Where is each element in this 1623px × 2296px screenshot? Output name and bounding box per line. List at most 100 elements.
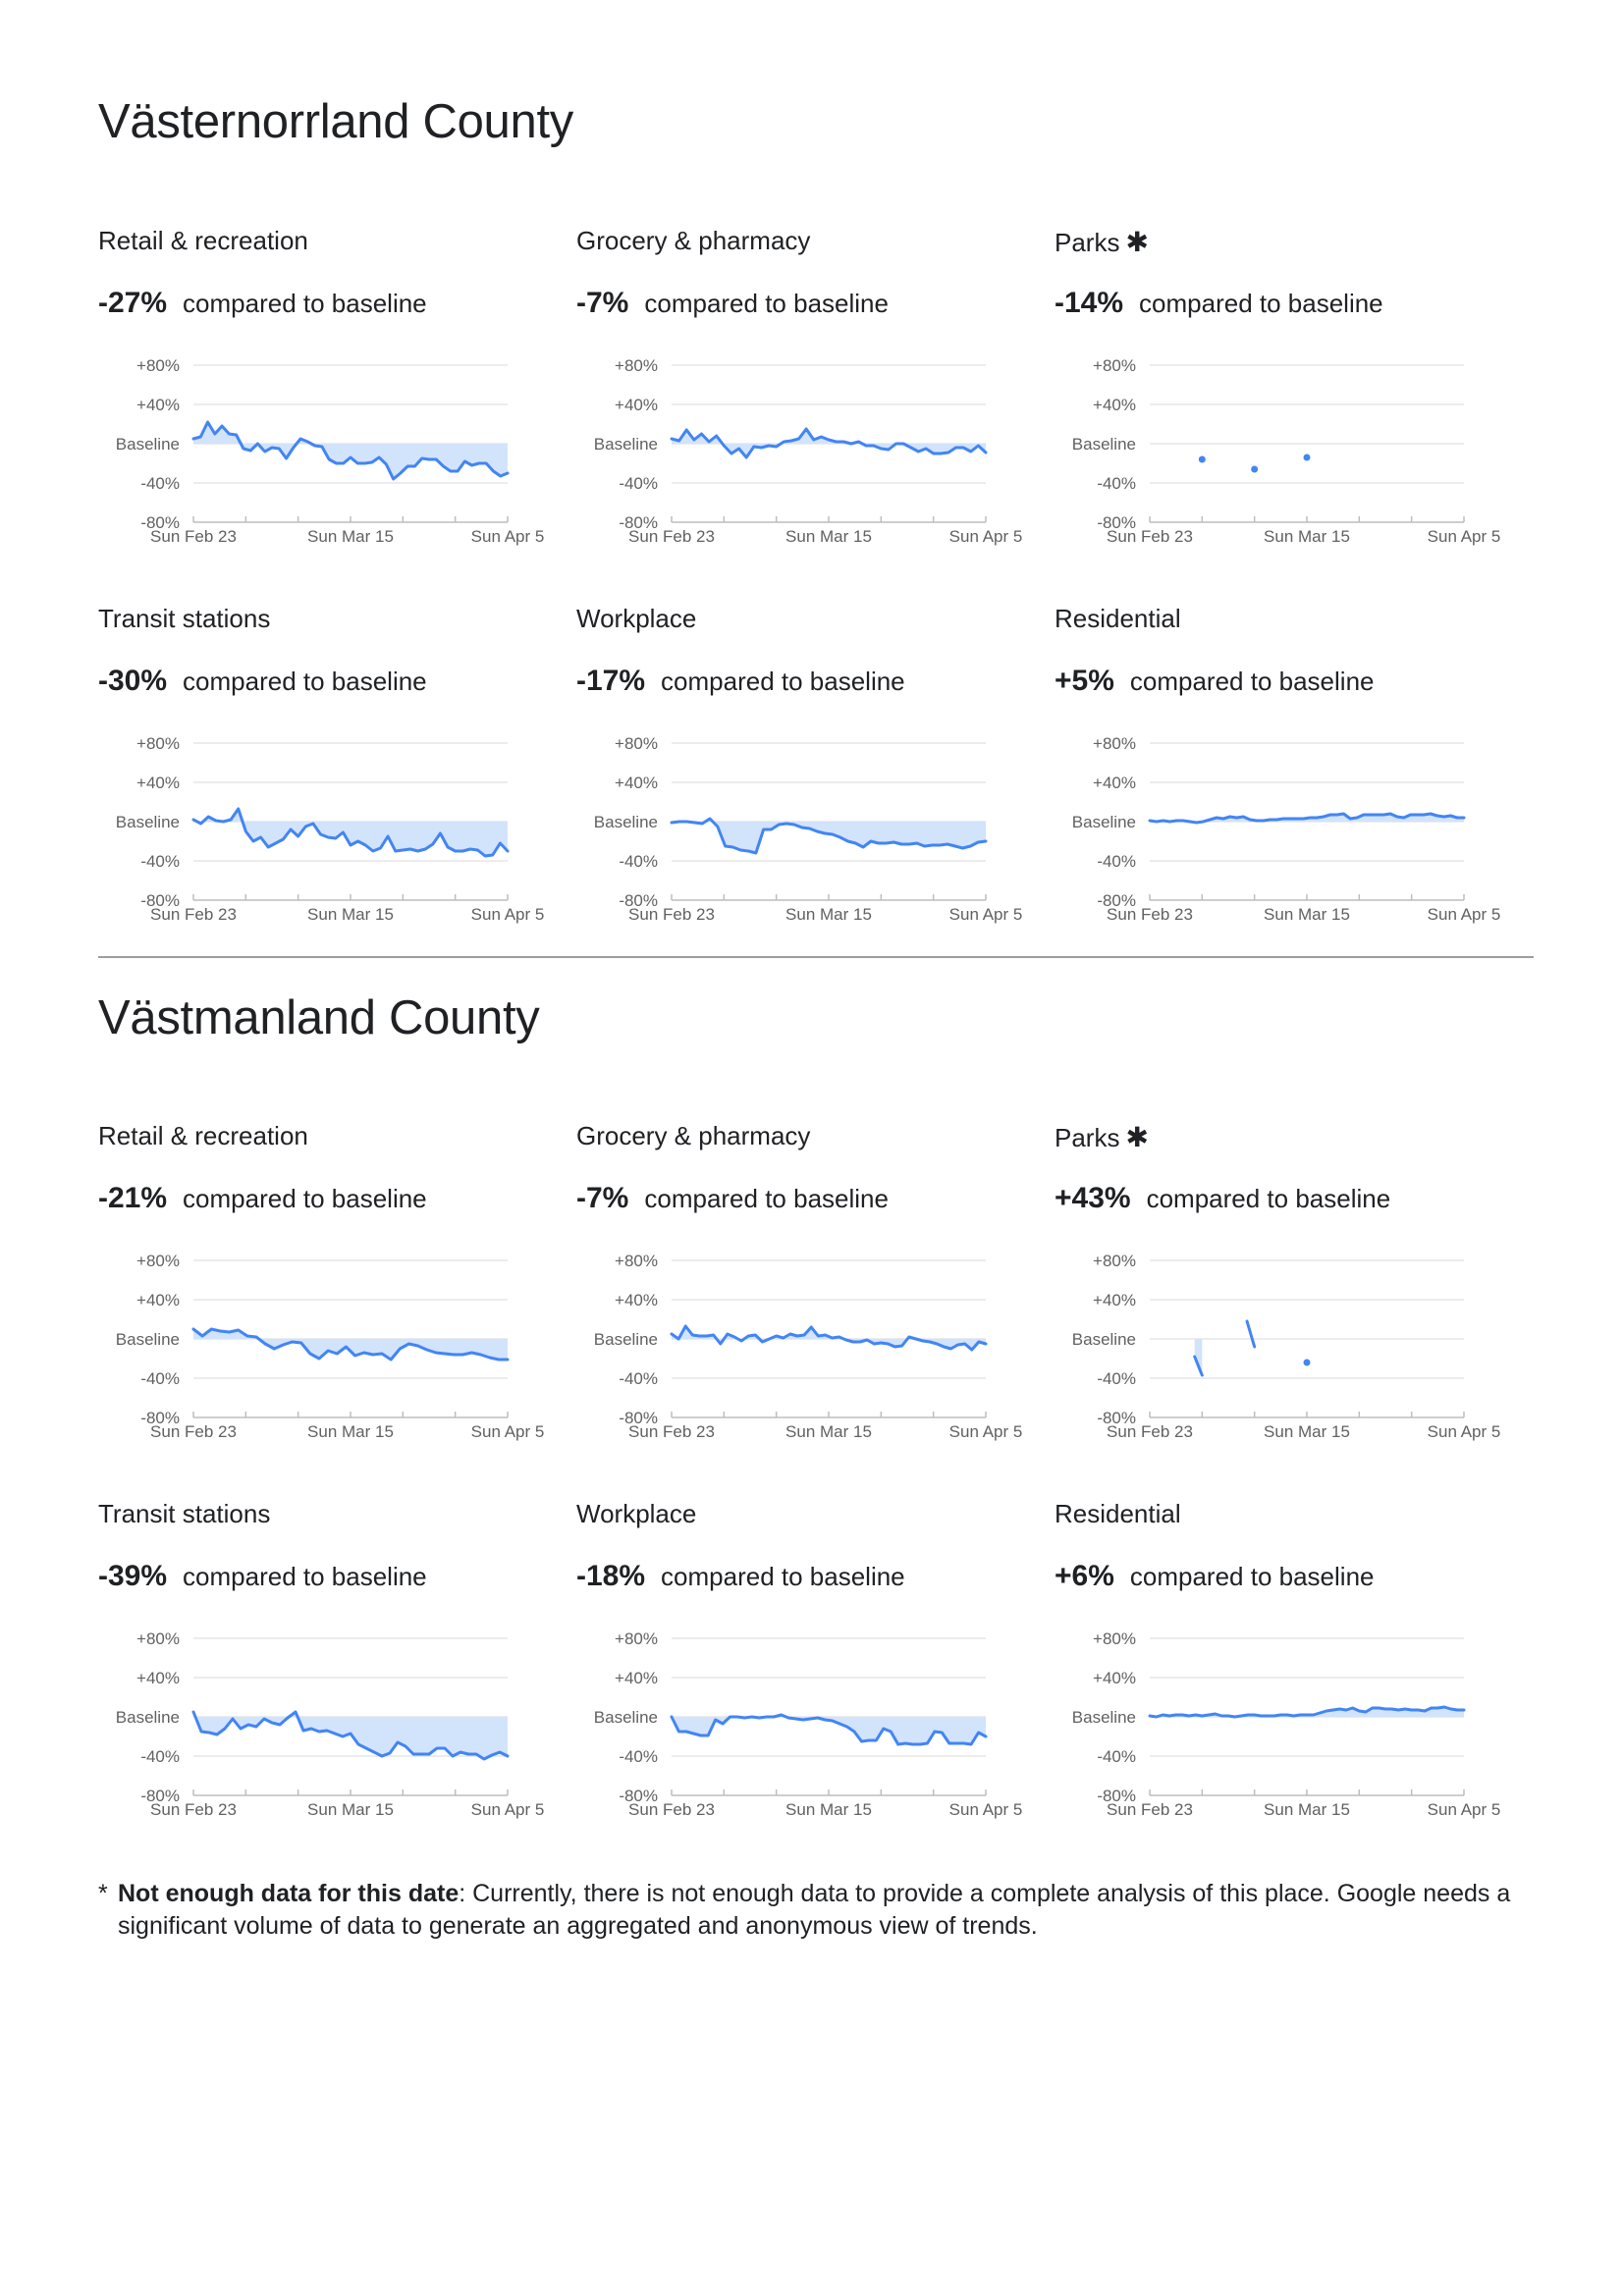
headline: -7% compared to baseline — [576, 1182, 889, 1215]
trend-line — [191, 420, 510, 481]
headline: -18% compared to baseline — [576, 1560, 905, 1593]
baseline-diff-area — [193, 1329, 508, 1360]
category-name: Transit stations — [98, 1499, 271, 1528]
category-name: Residential — [1055, 1499, 1181, 1528]
x-tick-label: Sun Mar 15 — [785, 1422, 872, 1441]
x-tick-label: Sun Feb 23 — [150, 905, 237, 924]
x-tick-label: Sun Apr 5 — [1428, 1800, 1501, 1819]
county-title: Västmanland County — [98, 991, 540, 1044]
baseline-diff-area — [672, 1715, 986, 1744]
mobility-chart: +80% +40% Baseline -40% -80%Sun Feb 23 Sun Ma… — [594, 356, 1023, 546]
x-tick-label: Sun Feb 23 — [628, 1800, 715, 1819]
footnote-marker: * — [98, 1880, 108, 1907]
category-name: Residential — [1055, 604, 1181, 633]
percent-change: +6% — [1055, 1560, 1114, 1592]
data-point — [1198, 455, 1206, 463]
headline: -21% compared to baseline — [98, 1182, 427, 1215]
y-tick-label: -80% — [1097, 1409, 1136, 1427]
y-tick-label: +80% — [136, 1629, 180, 1648]
mobility-chart: +80% +40% Baseline -40% -80%Sun Feb 23 Sun Ma… — [116, 734, 545, 924]
y-tick-label: Baseline — [116, 435, 180, 454]
y-tick-label: Baseline — [1072, 813, 1136, 831]
category-name: Grocery & pharmacy — [576, 226, 811, 255]
category-name: Workplace — [576, 604, 697, 633]
compare-text: compared to baseline — [183, 1184, 427, 1213]
y-tick-label: -80% — [140, 1787, 180, 1805]
panel-parks: Parks ✱ +43% compared to baseline +80% +40% Ba… — [1055, 1121, 1516, 1455]
asterisk-icon: ✱ — [1125, 227, 1149, 257]
category-label: Residential — [1055, 604, 1181, 634]
y-tick-label: -40% — [619, 474, 658, 493]
trend-line — [191, 1710, 510, 1761]
x-tick-label: Sun Apr 5 — [471, 1800, 545, 1819]
x-tick-label: Sun Feb 23 — [150, 1800, 237, 1819]
footnote: * Not enough data for this date: Current… — [98, 1878, 1512, 1943]
y-tick-label: -40% — [619, 1747, 658, 1766]
x-tick-label: Sun Mar 15 — [1264, 1422, 1350, 1441]
y-tick-label: +40% — [136, 1291, 180, 1309]
panel-workplace: Workplace -17% compared to baseline +80% +40… — [576, 604, 1038, 937]
x-tick-label: Sun Mar 15 — [1264, 1800, 1350, 1819]
category-label: Retail & recreation — [98, 226, 308, 256]
y-tick-label: +40% — [615, 1669, 658, 1687]
footnote-bold: Not enough data for this date — [118, 1880, 460, 1907]
category-label: Parks ✱ — [1055, 226, 1149, 258]
x-tick-label: Sun Feb 23 — [1107, 527, 1193, 546]
footnote-text: : Currently, there is not enough data to… — [118, 1880, 1511, 1940]
y-tick-label: -40% — [1097, 474, 1136, 493]
x-tick-label: Sun Feb 23 — [628, 527, 715, 546]
y-tick-label: -80% — [1097, 513, 1136, 532]
y-tick-label: -80% — [140, 1409, 180, 1427]
y-tick-label: -80% — [619, 891, 658, 910]
category-label: Transit stations — [98, 1499, 270, 1529]
y-tick-label: -80% — [140, 513, 180, 532]
mobility-chart: +80% +40% Baseline -40% -80%Sun Feb 23 Sun Ma… — [1072, 1252, 1501, 1441]
category-label: Grocery & pharmacy — [576, 226, 810, 256]
panel-transit-stations: Transit stations -39% compared to baseline… — [98, 1499, 560, 1833]
mobility-chart: +80% +40% Baseline -40% -80%Sun Feb 23 Sun Ma… — [594, 1252, 1023, 1441]
headline: +6% compared to baseline — [1055, 1560, 1375, 1593]
y-tick-label: +40% — [615, 396, 658, 414]
y-tick-label: +40% — [1093, 1669, 1136, 1687]
percent-change: -17% — [576, 665, 646, 697]
x-tick-label: Sun Mar 15 — [785, 1800, 872, 1819]
y-tick-label: +80% — [1093, 356, 1136, 375]
x-tick-label: Sun Feb 23 — [628, 1422, 715, 1441]
headline: -39% compared to baseline — [98, 1560, 427, 1593]
compare-text: compared to baseline — [1129, 1562, 1375, 1591]
x-tick-label: Sun Mar 15 — [785, 905, 872, 924]
x-tick-label: Sun Mar 15 — [785, 527, 872, 546]
y-tick-label: Baseline — [1072, 1330, 1136, 1349]
panel-retail-recreation: Retail & recreation -21% compared to basel… — [98, 1121, 560, 1455]
compare-text: compared to baseline — [183, 1562, 427, 1591]
percent-change: -27% — [98, 287, 168, 319]
y-tick-label: Baseline — [1072, 1708, 1136, 1727]
x-tick-label: Sun Mar 15 — [307, 905, 394, 924]
data-point — [1251, 465, 1259, 473]
trend-line — [1148, 812, 1466, 825]
baseline-diff-area — [193, 422, 508, 479]
x-tick-label: Sun Apr 5 — [1428, 527, 1501, 546]
panel-residential: Residential +5% compared to baseline +80% +4… — [1055, 604, 1516, 937]
category-label: Residential — [1055, 1499, 1181, 1529]
data-point — [1303, 1359, 1311, 1366]
trend-segment — [1245, 1319, 1257, 1349]
section-divider — [98, 956, 1534, 958]
headline: -17% compared to baseline — [576, 665, 905, 698]
y-tick-label: +80% — [615, 1252, 658, 1270]
compare-text: compared to baseline — [644, 1184, 889, 1213]
y-tick-label: Baseline — [594, 435, 658, 454]
trend-line — [670, 427, 988, 459]
compare-text: compared to baseline — [183, 667, 427, 696]
y-tick-label: +40% — [1093, 1291, 1136, 1309]
panel-transit-stations: Transit stations -30% compared to baseline… — [98, 604, 560, 937]
y-tick-label: -80% — [140, 891, 180, 910]
mobility-chart: +80% +40% Baseline -40% -80%Sun Feb 23 Sun Ma… — [1072, 1629, 1501, 1819]
baseline-diff-area — [672, 819, 986, 853]
mobility-chart: +80% +40% Baseline -40% -80%Sun Feb 23 Sun Ma… — [116, 1629, 545, 1819]
mobility-chart: +80% +40% Baseline -40% -80%Sun Feb 23 Sun Ma… — [116, 356, 545, 546]
x-tick-label: Sun Apr 5 — [949, 1422, 1023, 1441]
county-title: Västernorrland County — [98, 95, 573, 148]
category-name: Parks — [1055, 228, 1120, 257]
compare-text: compared to baseline — [1139, 289, 1383, 318]
